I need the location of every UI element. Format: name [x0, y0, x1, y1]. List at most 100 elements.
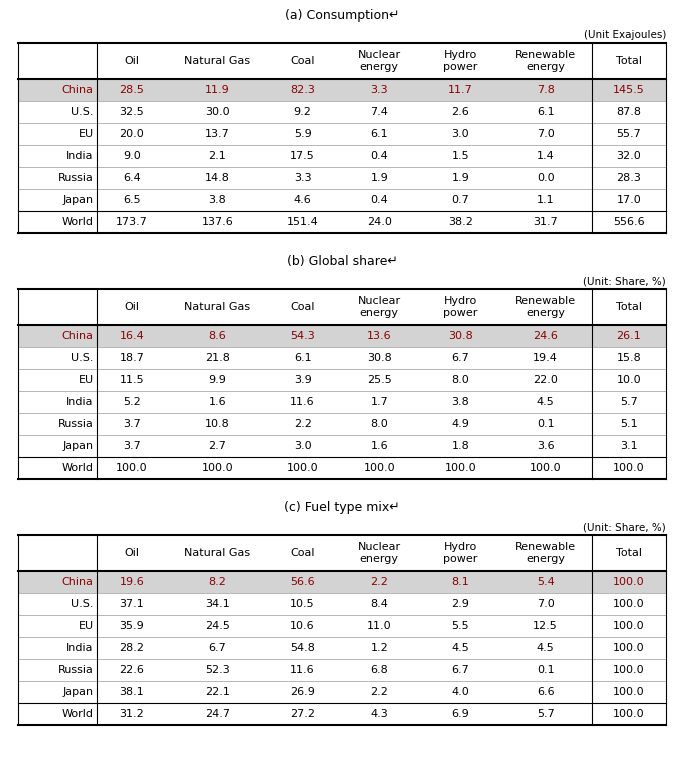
Text: Nuclear
energy: Nuclear energy — [358, 541, 401, 564]
Text: 17.0: 17.0 — [616, 195, 641, 205]
Text: 2.1: 2.1 — [208, 151, 226, 161]
Text: 7.4: 7.4 — [371, 107, 388, 117]
Text: 6.1: 6.1 — [294, 353, 312, 363]
Text: 145.5: 145.5 — [613, 85, 645, 95]
Text: 13.7: 13.7 — [205, 129, 229, 139]
Text: 22.1: 22.1 — [205, 687, 229, 697]
Text: (Unit: Share, %): (Unit: Share, %) — [583, 276, 666, 286]
Text: 100.0: 100.0 — [613, 643, 645, 653]
Text: (Unit Exajoules): (Unit Exajoules) — [584, 30, 666, 40]
Text: China: China — [62, 85, 94, 95]
Text: 6.1: 6.1 — [537, 107, 554, 117]
Text: 38.1: 38.1 — [119, 687, 145, 697]
Text: 3.9: 3.9 — [294, 375, 312, 385]
Text: 5.7: 5.7 — [537, 709, 554, 719]
Text: Oil: Oil — [125, 302, 139, 312]
Text: Hydro
power: Hydro power — [443, 50, 477, 72]
Text: 8.0: 8.0 — [371, 419, 388, 429]
Text: 1.1: 1.1 — [537, 195, 554, 205]
Text: 8.6: 8.6 — [208, 331, 226, 341]
Text: 7.8: 7.8 — [536, 85, 555, 95]
Text: 100.0: 100.0 — [201, 463, 233, 473]
Bar — [18, 703, 666, 725]
Text: 5.9: 5.9 — [294, 129, 312, 139]
Text: Total: Total — [616, 56, 642, 66]
Text: 31.2: 31.2 — [119, 709, 145, 719]
Text: 24.0: 24.0 — [366, 217, 392, 227]
Text: 8.0: 8.0 — [451, 375, 469, 385]
Text: 11.5: 11.5 — [119, 375, 144, 385]
Text: 24.6: 24.6 — [533, 331, 558, 341]
Text: 137.6: 137.6 — [201, 217, 233, 227]
Bar — [18, 593, 666, 615]
Text: Natural Gas: Natural Gas — [184, 302, 250, 312]
Text: 28.3: 28.3 — [616, 173, 641, 183]
Text: Nuclear
energy: Nuclear energy — [358, 50, 401, 72]
Text: China: China — [62, 331, 94, 341]
Text: 11.6: 11.6 — [290, 665, 315, 675]
Text: 556.6: 556.6 — [613, 217, 645, 227]
Text: 3.3: 3.3 — [371, 85, 388, 95]
Text: 0.1: 0.1 — [537, 419, 554, 429]
Text: China: China — [62, 577, 94, 587]
Text: 10.0: 10.0 — [616, 375, 641, 385]
Text: 18.7: 18.7 — [119, 353, 145, 363]
Bar — [18, 189, 666, 211]
Text: 3.7: 3.7 — [123, 441, 140, 451]
Text: Japan: Japan — [63, 687, 94, 697]
Text: 3.3: 3.3 — [294, 173, 312, 183]
Text: 32.5: 32.5 — [119, 107, 145, 117]
Text: 26.9: 26.9 — [290, 687, 315, 697]
Text: 5.1: 5.1 — [620, 419, 638, 429]
Text: 100.0: 100.0 — [613, 463, 645, 473]
Text: Renewable
energy: Renewable energy — [515, 296, 576, 318]
Text: Japan: Japan — [63, 195, 94, 205]
Text: 34.1: 34.1 — [205, 599, 229, 609]
Text: 30.8: 30.8 — [448, 331, 473, 341]
Text: 6.4: 6.4 — [123, 173, 140, 183]
Text: 6.7: 6.7 — [451, 353, 469, 363]
Text: Natural Gas: Natural Gas — [184, 56, 250, 66]
Text: 6.5: 6.5 — [123, 195, 140, 205]
Text: 9.0: 9.0 — [123, 151, 140, 161]
Text: World: World — [62, 709, 94, 719]
Text: 7.0: 7.0 — [537, 129, 554, 139]
Text: 19.4: 19.4 — [533, 353, 558, 363]
Text: Total: Total — [616, 302, 642, 312]
Bar — [18, 681, 666, 703]
Text: 27.2: 27.2 — [290, 709, 315, 719]
Text: 54.8: 54.8 — [290, 643, 315, 653]
Text: 31.7: 31.7 — [533, 217, 558, 227]
Text: 82.3: 82.3 — [290, 85, 315, 95]
Text: 52.3: 52.3 — [205, 665, 229, 675]
Text: 22.0: 22.0 — [533, 375, 558, 385]
Text: 100.0: 100.0 — [530, 463, 562, 473]
Text: 4.0: 4.0 — [451, 687, 469, 697]
Text: (b) Global share↵: (b) Global share↵ — [286, 256, 397, 269]
Text: Renewable
energy: Renewable energy — [515, 541, 576, 564]
Text: Natural Gas: Natural Gas — [184, 548, 250, 558]
Text: 4.9: 4.9 — [451, 419, 469, 429]
Text: 1.4: 1.4 — [537, 151, 554, 161]
Bar — [18, 167, 666, 189]
Text: U.S.: U.S. — [71, 353, 94, 363]
Text: 38.2: 38.2 — [448, 217, 473, 227]
Text: 5.4: 5.4 — [537, 577, 554, 587]
Text: 1.7: 1.7 — [371, 397, 388, 407]
Bar — [18, 369, 666, 391]
Text: 3.0: 3.0 — [294, 441, 312, 451]
Text: 0.4: 0.4 — [371, 151, 388, 161]
Text: 100.0: 100.0 — [116, 463, 148, 473]
Text: 9.2: 9.2 — [294, 107, 312, 117]
Bar — [18, 79, 666, 101]
Text: 7.0: 7.0 — [537, 599, 554, 609]
Text: 1.9: 1.9 — [371, 173, 388, 183]
Text: Russia: Russia — [58, 173, 94, 183]
Bar — [18, 637, 666, 659]
Text: World: World — [62, 463, 94, 473]
Text: 0.1: 0.1 — [537, 665, 554, 675]
Text: Russia: Russia — [58, 665, 94, 675]
Text: 11.0: 11.0 — [367, 621, 392, 631]
Text: 28.2: 28.2 — [119, 643, 145, 653]
Text: EU: EU — [79, 129, 94, 139]
